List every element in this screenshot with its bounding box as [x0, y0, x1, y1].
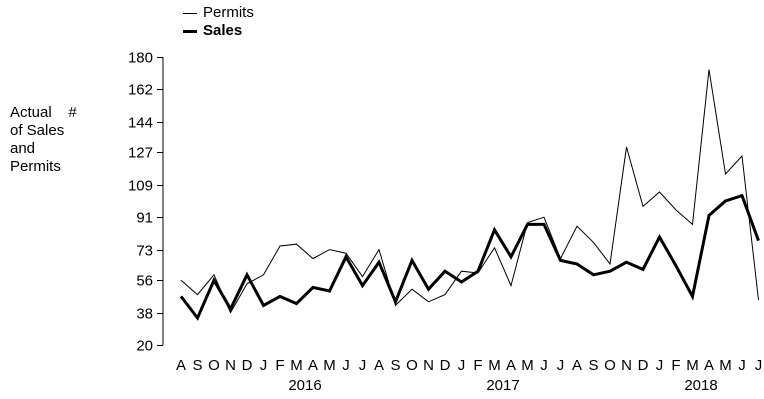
x-tick-label: D [440, 357, 451, 374]
x-tick-label: J [755, 357, 763, 374]
x-tick-label: N [423, 357, 434, 374]
y-axis-label: Actual # of Sales and Permits [10, 104, 77, 175]
x-tick-label: A [308, 357, 318, 374]
y-tick-label: 20 [136, 338, 153, 355]
series-line-sales [179, 193, 760, 321]
x-tick-label: J [458, 357, 466, 374]
legend-item-permits: Permits [183, 4, 254, 22]
x-tick-label: A [374, 357, 384, 374]
x-year-label: 2016 [288, 377, 321, 394]
y-tick-label: 56 [136, 273, 153, 290]
y-tick-label: 73 [136, 243, 153, 260]
y-tick-label: 109 [128, 178, 153, 195]
x-tick-label: J [359, 357, 367, 374]
x-tick-label: J [557, 357, 565, 374]
legend-swatch-permits [183, 12, 197, 14]
y-tick-label: 91 [136, 210, 153, 227]
x-tick-label: A [572, 357, 582, 374]
x-tick-label: O [604, 357, 616, 374]
x-tick-label: A [704, 357, 714, 374]
x-tick-label: F [473, 357, 482, 374]
x-tick-label: S [192, 357, 202, 374]
x-tick-label: F [671, 357, 680, 374]
x-tick-label: J [540, 357, 548, 374]
x-tick-label: A [506, 357, 516, 374]
x-tick-label: J [738, 357, 746, 374]
x-tick-label: J [656, 357, 664, 374]
legend: Permits Sales [183, 4, 254, 40]
x-tick-label: D [638, 357, 649, 374]
x-tick-label: J [260, 357, 268, 374]
y-tick-label: 38 [136, 306, 153, 323]
x-year-label: 2018 [684, 377, 717, 394]
legend-label-sales: Sales [203, 22, 243, 39]
legend-swatch-sales [183, 29, 197, 33]
x-tick-label: N [621, 357, 632, 374]
x-tick-label: O [208, 357, 220, 374]
y-tick-label: 127 [128, 145, 153, 162]
x-tick-label: M [719, 357, 732, 374]
legend-item-sales: Sales [183, 22, 254, 40]
x-tick-label: N [225, 357, 236, 374]
x-tick-label: O [406, 357, 418, 374]
x-tick-label: M [686, 357, 699, 374]
x-year-label: 2017 [486, 377, 519, 394]
y-tick-label: 162 [128, 82, 153, 99]
x-tick-label: D [242, 357, 253, 374]
x-tick-label: M [521, 357, 534, 374]
y-tick-label: 144 [128, 115, 153, 132]
y-tick-label: 180 [128, 50, 153, 67]
x-tick-label: J [342, 357, 350, 374]
x-tick-label: M [323, 357, 336, 374]
x-tick-label: M [488, 357, 501, 374]
legend-label-permits: Permits [203, 4, 254, 21]
x-tick-label: S [588, 357, 598, 374]
x-tick-label: M [290, 357, 303, 374]
x-tick-label: F [275, 357, 284, 374]
x-tick-label: S [390, 357, 400, 374]
series-line-permits [180, 69, 759, 314]
x-tick-label: A [176, 357, 186, 374]
series-layer [179, 69, 760, 321]
